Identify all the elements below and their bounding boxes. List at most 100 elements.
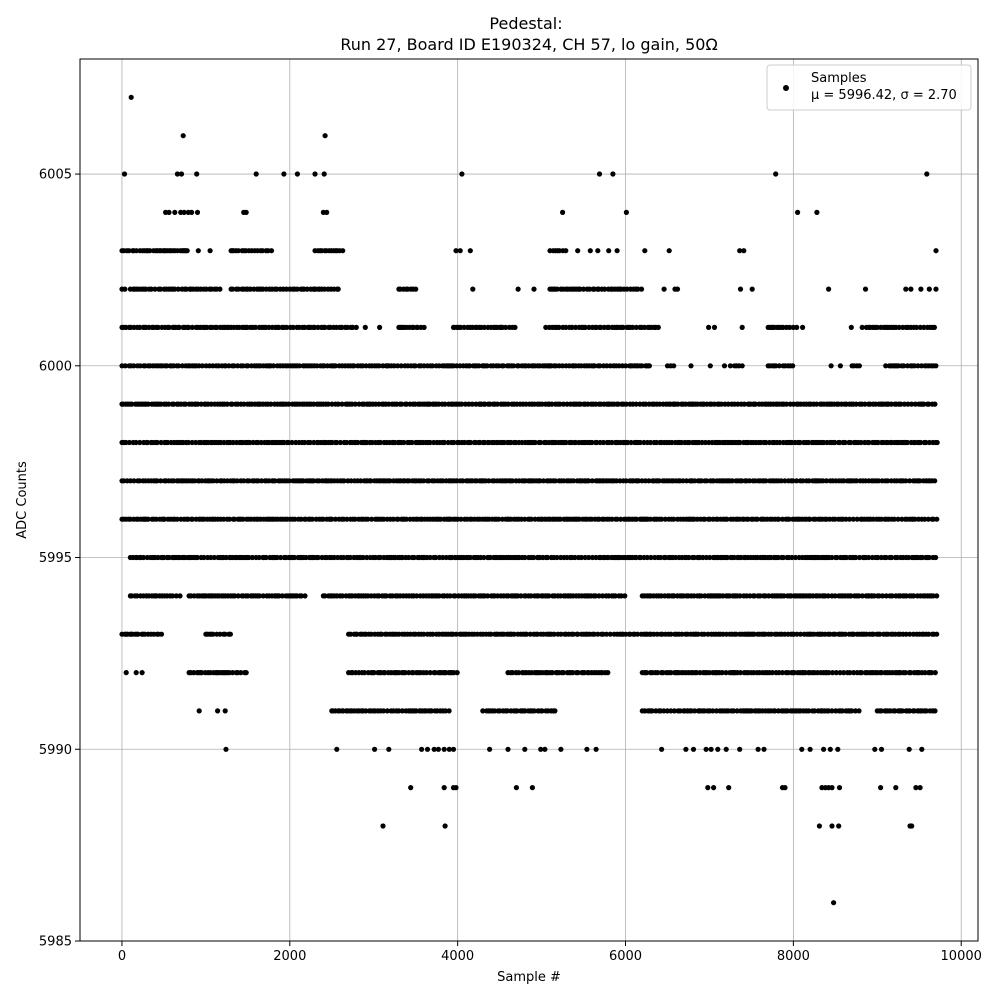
data-point — [539, 708, 545, 714]
data-point — [563, 324, 569, 330]
data-point — [899, 708, 905, 714]
data-point — [718, 401, 725, 407]
data-point — [644, 670, 650, 676]
data-point — [469, 401, 475, 407]
data-point — [554, 554, 560, 561]
data-point — [607, 631, 613, 637]
data-point — [207, 248, 213, 254]
x-tick-label: 0 — [118, 949, 126, 964]
data-point — [883, 593, 889, 599]
data-point — [737, 248, 743, 254]
data-point — [484, 363, 490, 369]
data-point — [814, 209, 820, 215]
data-point — [176, 324, 182, 330]
data-point — [173, 593, 179, 599]
data-point — [431, 746, 437, 752]
data-point — [737, 670, 744, 676]
data-point — [126, 248, 132, 254]
data-point — [671, 516, 677, 522]
data-point — [926, 401, 932, 407]
data-point — [424, 746, 431, 752]
y-tick-label: 5985 — [39, 935, 72, 950]
data-point — [628, 439, 634, 446]
data-point — [512, 324, 518, 330]
data-point — [878, 785, 884, 791]
data-point — [180, 133, 186, 139]
data-point — [741, 248, 747, 254]
data-point — [906, 554, 912, 561]
data-point — [441, 746, 447, 752]
data-point — [903, 478, 909, 484]
data-point — [797, 439, 803, 446]
data-point — [234, 478, 240, 484]
data-point — [430, 631, 436, 637]
data-point — [488, 631, 494, 637]
data-point — [593, 746, 599, 752]
data-point — [468, 439, 474, 446]
data-point — [203, 593, 209, 599]
data-point — [609, 516, 615, 522]
data-point — [532, 439, 538, 446]
data-point — [779, 670, 786, 676]
data-point — [595, 248, 601, 254]
data-point — [875, 439, 881, 446]
data-point — [513, 785, 520, 791]
data-point — [837, 363, 844, 369]
data-point — [325, 401, 331, 407]
data-point — [358, 478, 364, 484]
data-point — [505, 746, 511, 752]
data-point — [826, 286, 832, 292]
chart-title: Pedestal: — [489, 14, 562, 33]
data-point — [563, 248, 569, 254]
data-point — [642, 248, 648, 254]
data-point — [344, 439, 350, 446]
data-point — [866, 439, 872, 446]
data-point — [719, 670, 725, 676]
data-point — [573, 324, 579, 330]
data-point — [217, 631, 223, 637]
data-point — [691, 708, 698, 714]
data-point — [335, 286, 341, 292]
data-point — [172, 209, 178, 215]
data-point — [419, 746, 425, 752]
data-point — [570, 670, 576, 676]
data-point — [924, 171, 930, 177]
data-point — [704, 478, 710, 484]
data-point — [934, 439, 940, 446]
data-point — [460, 478, 466, 484]
data-point — [549, 401, 555, 407]
data-point — [710, 708, 716, 714]
data-point — [140, 554, 147, 561]
data-point — [917, 478, 923, 484]
data-point — [906, 746, 912, 752]
data-point — [597, 363, 603, 369]
data-point — [201, 554, 207, 561]
data-point — [680, 478, 686, 484]
data-point — [570, 631, 576, 637]
data-point — [222, 631, 228, 637]
data-point — [486, 478, 492, 484]
data-point — [302, 593, 308, 599]
data-point — [737, 286, 744, 292]
data-point — [147, 248, 153, 254]
data-point — [402, 670, 408, 676]
data-point — [853, 401, 859, 407]
data-point — [786, 516, 792, 522]
x-tick-label: 8000 — [777, 949, 810, 964]
data-point — [446, 746, 452, 752]
data-point — [322, 133, 328, 139]
data-point — [737, 746, 743, 752]
data-point — [623, 401, 629, 407]
data-point — [832, 439, 838, 446]
data-point — [189, 324, 195, 330]
data-point — [522, 554, 528, 561]
data-point — [467, 363, 473, 369]
data-point — [166, 401, 172, 407]
data-point — [711, 785, 717, 791]
data-point — [831, 900, 837, 906]
data-point — [243, 209, 249, 215]
data-point — [368, 478, 374, 484]
data-point — [231, 363, 237, 369]
data-point — [570, 478, 577, 484]
data-point — [249, 593, 255, 599]
